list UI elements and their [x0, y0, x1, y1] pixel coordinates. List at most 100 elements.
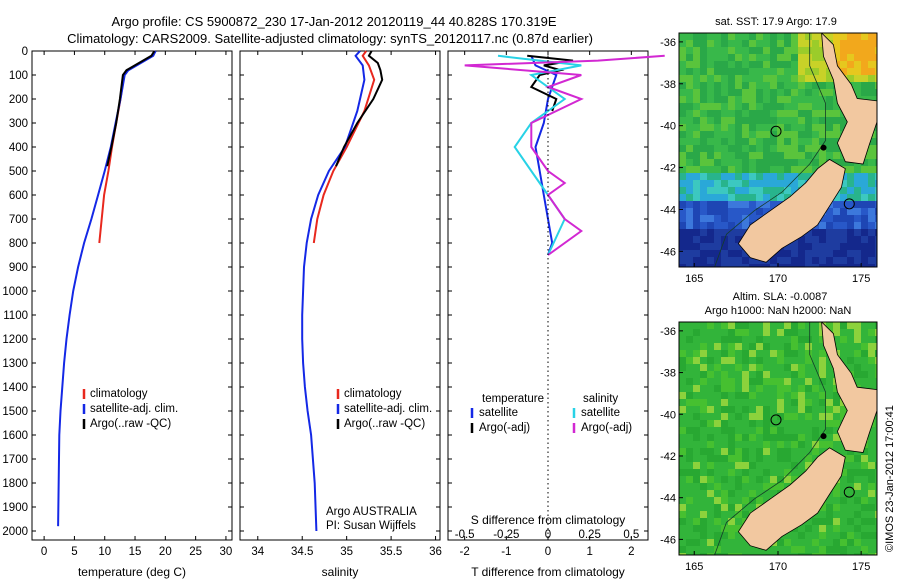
y-tick-label: 1400	[2, 382, 28, 394]
bathymetry-contour	[714, 33, 826, 267]
x-tick-label: 25	[189, 546, 202, 558]
x-tick-label: 0	[41, 546, 47, 558]
legend-entry: climatology	[344, 388, 402, 400]
y-tick-label: 1800	[2, 478, 28, 490]
y-tick-label: 1700	[2, 454, 28, 466]
map-title-sst: sat. SST: 17.9 Argo: 17.9	[715, 16, 837, 28]
y-tick-label: 1300	[2, 358, 28, 370]
land-north-island	[821, 322, 877, 453]
legend-entry: climatology	[90, 388, 148, 400]
map-y-tick-label: -42	[660, 451, 676, 463]
x-tick-label: 35	[340, 546, 353, 558]
s-tick-label: -0.25	[493, 529, 519, 541]
legend-entry: Argo(..raw -QC)	[344, 418, 425, 430]
chart-title-line1: Argo profile: CS 5900872_230 17-Jan-2012…	[111, 14, 557, 29]
map-title-sla: Altim. SLA: -0.0087	[733, 291, 828, 303]
y-tick-label: 1000	[2, 286, 28, 298]
panel-frame	[31, 50, 233, 541]
x-tick-label: 36	[429, 546, 442, 558]
series-line-2	[106, 50, 156, 167]
argo-float-marker	[820, 433, 827, 440]
legend-entry: satellite-adj. clim.	[90, 403, 178, 415]
y-tick-label: 900	[9, 262, 28, 274]
x-tick-label: 20	[159, 546, 172, 558]
map-x-tick-label: 165	[685, 561, 703, 573]
x-tick-label: 5	[71, 546, 77, 558]
s-tick-label: 0.5	[623, 529, 639, 541]
x-tick-label: 34	[251, 546, 264, 558]
y-tick-label: 400	[9, 142, 28, 154]
map-sla: 165 170 175 -36 -38 -40 -42 -44 -46	[660, 321, 878, 573]
s-tick-label: -0.5	[455, 529, 475, 541]
x-tick-label: 34.5	[291, 546, 313, 558]
map-y-tick-label: -42	[660, 163, 676, 175]
panel-differences: -2 -1 0 1 2T difference from climatology -0.5…	[447, 50, 665, 579]
x-tick-label: 30	[220, 546, 233, 558]
map-y-tick-label: -38	[660, 79, 676, 91]
series-line-3	[464, 54, 665, 256]
x-tick-label: -1	[501, 546, 511, 558]
panel-salinity: 34 34.5 35 35.5 36 salinity climatology satelli…	[239, 50, 442, 579]
map-x-tick-label: 175	[852, 273, 870, 285]
map-x-tick-label: 170	[769, 273, 787, 285]
x-tick-label: 0	[545, 546, 551, 558]
map-y-tick-label: -46	[660, 534, 676, 546]
y-tick-label: 500	[9, 166, 28, 178]
x-tick-label: 2	[628, 546, 634, 558]
series-line-0	[312, 50, 376, 244]
s-tick-label: 0	[545, 529, 551, 541]
profile-circle	[843, 486, 855, 498]
land-south-island	[737, 447, 846, 551]
series-line-1	[301, 50, 366, 532]
map-y-tick-label: -40	[660, 121, 676, 133]
x-tick-label: 15	[129, 546, 142, 558]
x-axis-label: salinity	[322, 565, 359, 579]
panel-temperature: 0100200300400500600700800900100011001200…	[2, 46, 233, 579]
series-line-2	[335, 50, 384, 167]
y-tick-label: 800	[9, 238, 28, 250]
series-line-1	[57, 50, 157, 527]
y-tick-label: 600	[9, 190, 28, 202]
legend-entry: satellite	[479, 407, 518, 419]
legend-entry: satellite-adj. clim.	[344, 403, 432, 415]
map-title-argo-h: Argo h1000: NaN h2000: NaN	[705, 305, 852, 317]
x-tick-label: -2	[460, 546, 470, 558]
y-tick-label: 1100	[3, 310, 28, 322]
panel-frame	[239, 50, 441, 541]
x-tick-label: 1	[586, 546, 592, 558]
map-y-tick-label: -36	[660, 37, 676, 49]
legend-entry: satellite	[581, 407, 620, 419]
map-y-tick-label: -36	[660, 326, 676, 338]
annotation-line: PI: Susan Wijffels	[326, 520, 416, 532]
legend-entry: Argo(-adj)	[479, 422, 530, 434]
map-y-tick-label: -40	[660, 409, 676, 421]
y-tick-label: 1200	[2, 334, 28, 346]
legend-entry: Argo(..raw -QC)	[90, 418, 171, 430]
y-tick-label: 2000	[2, 526, 28, 538]
map-y-tick-label: -44	[660, 204, 676, 216]
profile-circle	[770, 414, 782, 426]
map-x-tick-label: 175	[852, 561, 870, 573]
land-north-island	[821, 33, 877, 165]
legend-title: salinity	[583, 393, 618, 405]
map-x-tick-label: 170	[769, 561, 787, 573]
y-tick-label: 1900	[2, 502, 28, 514]
map-y-tick-label: -46	[660, 246, 676, 258]
x-tick-label: 10	[98, 546, 111, 558]
s-tick-label: 0.25	[578, 529, 600, 541]
map-field	[679, 33, 877, 267]
profile-circle	[843, 198, 855, 210]
x-axis-label: T difference from climatology	[471, 565, 625, 579]
argo-float-marker	[820, 144, 827, 151]
s-axis-label: S difference from climatology	[471, 513, 626, 527]
land-south-island	[737, 158, 846, 263]
y-tick-label: 1600	[2, 430, 28, 442]
x-tick-label: 35.5	[380, 546, 402, 558]
profile-circle	[770, 125, 782, 137]
legend-entry: Argo(-adj)	[581, 422, 632, 434]
annotation-line: Argo AUSTRALIA	[326, 506, 417, 518]
chart-title-line2: Climatology: CARS2009. Satellite-adjuste…	[67, 31, 593, 46]
y-tick-label: 100	[9, 70, 28, 82]
y-tick-label: 200	[9, 94, 28, 106]
